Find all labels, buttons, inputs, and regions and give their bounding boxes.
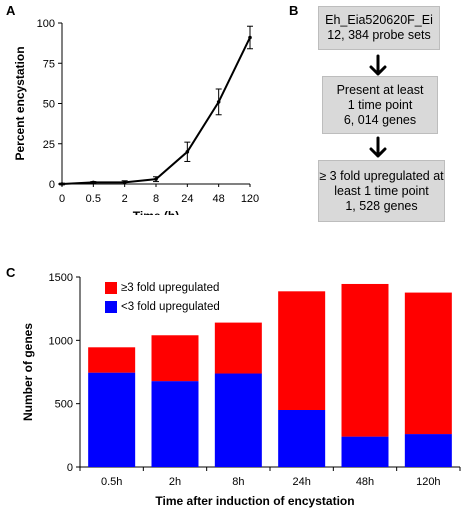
bar-segment-low [88,372,136,467]
x-tick-label: 0.5h [101,476,122,488]
bar-segment-high [151,335,199,382]
bar-segment-low [214,373,262,467]
data-point [154,177,158,181]
bar-segment-low [341,436,389,467]
flow-arrow-down-icon [369,136,387,158]
y-tick-label: 25 [43,139,55,151]
legend-label-high: ≥3 fold upregulated [121,282,220,294]
y-tick-label: 0 [67,462,73,474]
flow-box-3-line-1: ≥ 3 fold upregulated at [319,168,444,183]
bar-segment-low [404,434,452,467]
y-tick-label: 1000 [49,335,73,347]
legend-swatch-high [105,282,117,294]
x-axis-title: Time after induction of encystation [155,494,354,508]
legend-item-high: ≥3 fold upregulated [105,280,220,296]
bar-segment-high [88,347,136,373]
data-point [216,100,221,104]
x-tick-label: 2 [122,193,128,205]
bar-segment-low [278,410,326,467]
flow-box-1-line-2: 12, 384 probe sets [327,28,431,42]
panel-b-label: B [289,3,299,18]
panel-c-label: C [6,265,16,280]
data-point [248,35,252,40]
data-point [185,150,190,154]
y-axis-title: Number of genes [21,323,35,421]
flow-box-2-line-1: Present at least [336,82,424,97]
data-point [60,182,64,186]
flow-arrows [369,54,387,158]
x-tick-label: 120 [241,193,259,205]
flow-box-2-line-3: 6, 014 genes [343,112,417,127]
data-point [91,180,96,185]
x-tick-label: 48 [213,193,225,205]
flow-arrow-down-icon [369,54,387,76]
gene-count-stacked-bar-chart: 0 500 1000 1500 0.5h 2h 8h 24h 48h 120h Time after… [21,272,461,508]
x-tick-label: 24h [292,476,310,488]
flow-box-present-genes: Present at least 1 time point 6, 014 gen… [322,76,438,134]
bar-segment-high [214,322,262,374]
bar-segment-high [404,292,452,435]
x-tick-label: 120h [416,476,440,488]
flow-box-2-line-2: 1 time point [347,97,413,112]
x-tick-label: 24 [181,193,193,205]
x-tick-label: 8h [232,476,244,488]
legend-item-low: <3 fold upregulated [105,299,220,315]
y-tick-label: 500 [55,399,73,411]
y-tick-label: 75 [43,58,55,70]
y-tick-label: 0 [49,179,55,191]
flow-box-upregulated-genes: ≥ 3 fold upregulated at least 1 time poi… [318,160,445,222]
x-tick-label: 2h [169,476,181,488]
x-tick-label: 0.5 [86,193,101,205]
legend-label-low: <3 fold upregulated [121,301,220,313]
flow-box-probe-sets: Eh_Eia520620F_Ei 12, 384 probe sets [318,6,440,50]
panel-a-label: A [6,3,16,18]
chart-c-legend: ≥3 fold upregulated <3 fold upregulated [105,280,220,318]
bar-segment-high [278,291,326,410]
x-tick-label: 0 [59,193,65,205]
legend-swatch-low [105,301,117,313]
data-point [122,180,127,185]
y-tick-label: 50 [43,99,55,111]
x-tick-label: 48h [356,476,374,488]
encystation-line-chart: 0 25 50 75 100 0 0.5 2 8 24 48 120 Time (h) Percent e… [13,18,259,215]
x-axis-title: Time (h) [133,209,179,215]
flow-box-3-line-3: 1, 528 genes [345,198,418,213]
series-line [61,37,251,185]
y-tick-label: 1500 [49,272,73,284]
flow-box-1-line-1: Eh_Eia520620F_Ei [325,13,433,27]
x-tick-label: 8 [153,193,159,205]
bar-segment-high [341,283,389,437]
y-tick-label: 100 [37,18,55,30]
flow-box-3-line-2: least 1 time point [334,183,429,198]
y-axis-title: Percent encystation [13,46,27,160]
bar-segment-low [151,381,199,467]
